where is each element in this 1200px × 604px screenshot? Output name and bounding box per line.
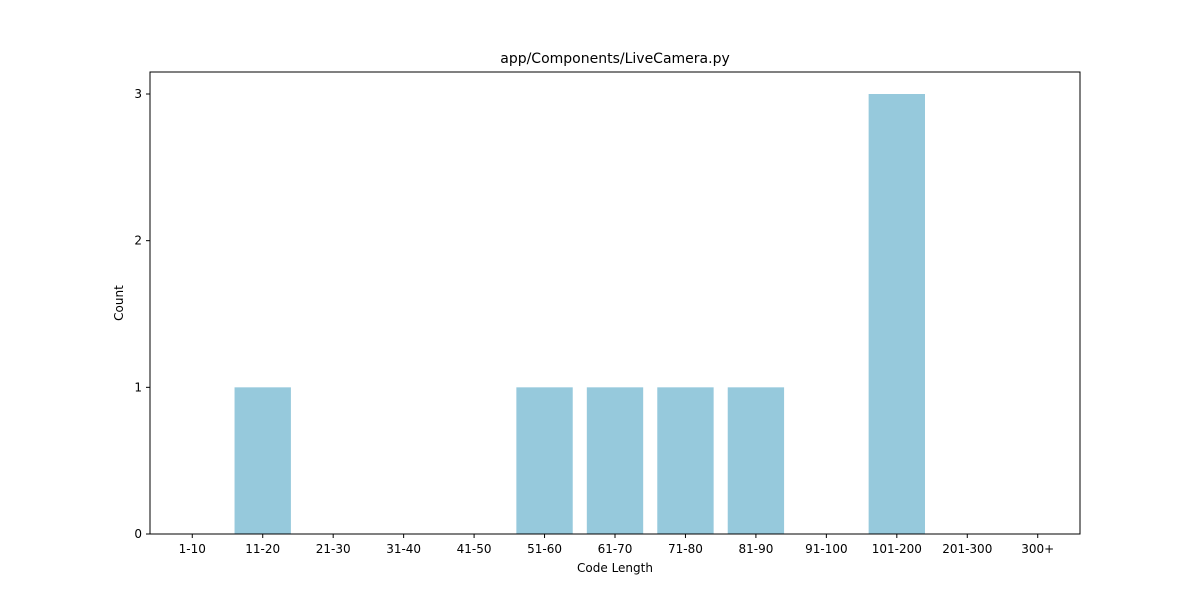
y-tick-label: 3 [134, 87, 142, 101]
x-axis-ticks: 1-10 11-20 21-30 31-40 41-50 51-60 61-70 71-80 8… [179, 534, 1054, 556]
x-tick-label: 41-50 [457, 542, 492, 556]
x-tick-label: 21-30 [316, 542, 351, 556]
x-tick-label: 300+ [1021, 542, 1054, 556]
y-tick-label: 2 [134, 234, 142, 248]
bar-51-60 [516, 387, 573, 534]
x-tick-label: 91-100 [805, 542, 848, 556]
x-tick-label: 51-60 [527, 542, 562, 556]
bar-11-20 [234, 387, 291, 534]
x-tick-label: 101-200 [872, 542, 922, 556]
x-tick-label: 11-20 [245, 542, 280, 556]
x-tick-label: 201-300 [942, 542, 992, 556]
bars-group [234, 94, 925, 534]
chart-title: app/Components/LiveCamera.py [500, 51, 730, 67]
y-tick-label: 1 [134, 380, 142, 394]
x-tick-label: 31-40 [386, 542, 421, 556]
x-tick-label: 61-70 [598, 542, 633, 556]
y-tick-label: 0 [134, 527, 142, 541]
x-axis-label: Code Length [577, 561, 653, 575]
bar-81-90 [727, 387, 785, 534]
bar-71-80 [657, 387, 714, 534]
bar-101-200 [868, 94, 925, 534]
bar-61-70 [586, 387, 644, 534]
y-axis-label: Count [112, 285, 126, 321]
x-tick-label: 81-90 [738, 542, 773, 556]
x-tick-label: 71-80 [668, 542, 703, 556]
y-axis-ticks: 0 1 2 3 [134, 87, 150, 541]
x-tick-label: 1-10 [179, 542, 206, 556]
